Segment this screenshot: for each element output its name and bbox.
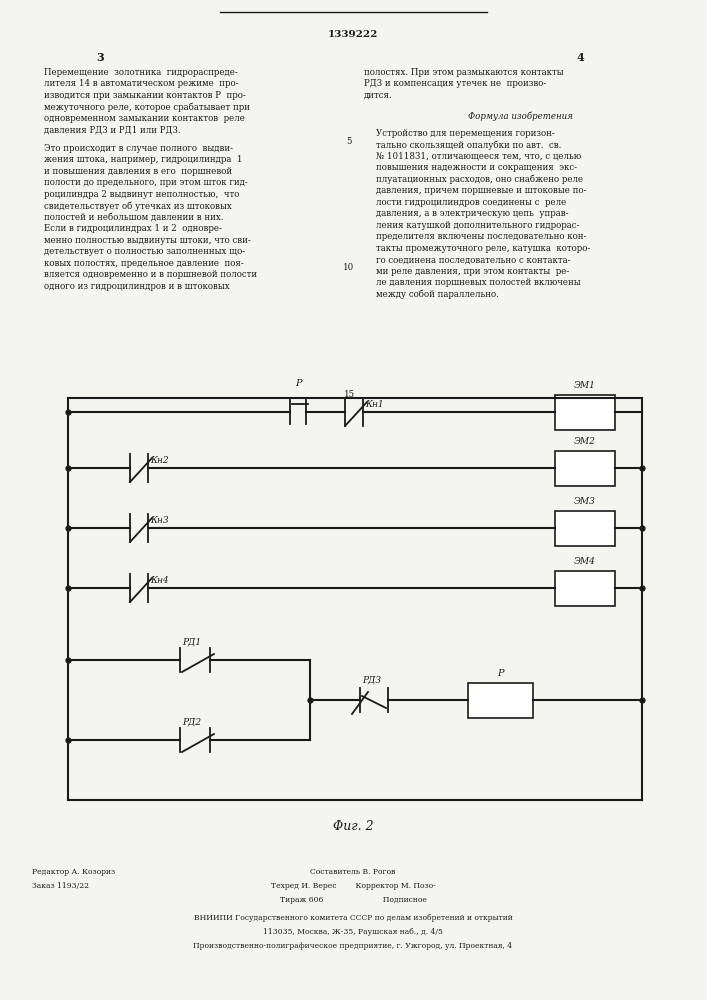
Text: РД1: РД1 [182, 637, 201, 646]
Text: Перемещение  золотника  гидрораспреде-: Перемещение золотника гидрораспреде- [44, 68, 238, 77]
Text: одновременном замыкании контактов  реле: одновременном замыкании контактов реле [44, 114, 245, 123]
Text: 3: 3 [96, 52, 104, 63]
Text: межуточного реле, которое срабатывает при: межуточного реле, которое срабатывает пр… [44, 103, 250, 112]
Text: 1339222: 1339222 [328, 30, 378, 39]
Text: ВНИИПИ Государственного комитета СССР по делам изобретений и открытий: ВНИИПИ Государственного комитета СССР по… [194, 914, 513, 922]
Bar [555, 570, 615, 605]
Text: менно полностью выдвинуты штоки, что сви-: менно полностью выдвинуты штоки, что сви… [44, 236, 251, 245]
Text: дится.: дится. [364, 91, 393, 100]
Text: Это происходит в случае полного  выдви-: Это происходит в случае полного выдви- [44, 144, 233, 153]
Text: детельствует о полностью заполненных що-: детельствует о полностью заполненных що- [44, 247, 245, 256]
Text: 15: 15 [344, 390, 355, 399]
Text: и повышения давления в его  поршневой: и повышения давления в его поршневой [44, 167, 232, 176]
Bar [468, 682, 533, 718]
Text: Р: Р [497, 670, 504, 678]
Text: Р: Р [295, 379, 301, 388]
Text: Кн4: Кн4 [150, 576, 169, 585]
Text: Φиг. 2: Φиг. 2 [333, 820, 373, 833]
Text: полости до предельного, при этом шток гид-: полости до предельного, при этом шток ги… [44, 178, 247, 187]
Text: давления РД3 и РД1 или РД3.: давления РД3 и РД1 или РД3. [44, 125, 180, 134]
Text: полостях. При этом размыкаются контакты: полостях. При этом размыкаются контакты [364, 68, 563, 77]
Text: Тираж 606                         Подписное: Тираж 606 Подписное [279, 896, 426, 904]
Text: ЭМ1: ЭМ1 [574, 381, 596, 390]
Text: го соединена последовательно с контакта-: го соединена последовательно с контакта- [376, 255, 571, 264]
Text: ковых полостях, предельное давление  поя-: ковых полостях, предельное давление поя- [44, 259, 244, 268]
Text: вляется одновременно и в поршневой полости: вляется одновременно и в поршневой полос… [44, 270, 257, 279]
Text: Составитель В. Рогов: Составитель В. Рогов [310, 868, 396, 876]
Text: РД3: РД3 [362, 675, 381, 684]
Text: РД3 и компенсация утечек не  произво-: РД3 и компенсация утечек не произво- [364, 80, 547, 89]
Text: Производственно-полиграфическое предприятие, г. Ужгород, ул. Проектная, 4: Производственно-полиграфическое предприя… [194, 942, 513, 950]
Text: ЭМ2: ЭМ2 [574, 438, 596, 446]
Text: ЭМ4: ЭМ4 [574, 558, 596, 566]
Text: тально скользящей опалубки по авт.  св.: тально скользящей опалубки по авт. св. [376, 140, 561, 150]
Text: Кн2: Кн2 [150, 456, 169, 465]
Text: ми реле давления, при этом контакты  ре-: ми реле давления, при этом контакты ре- [376, 267, 569, 276]
Text: лости гидроцилиндров соединены с  реле: лости гидроцилиндров соединены с реле [376, 198, 566, 207]
Text: Формула изобретения: Формула изобретения [468, 112, 573, 121]
Text: Кн1: Кн1 [365, 400, 384, 409]
Text: Техред И. Верес        Корректор М. Позо-: Техред И. Верес Корректор М. Позо- [271, 882, 436, 890]
Text: между собой параллельно.: между собой параллельно. [376, 290, 499, 299]
Text: 10: 10 [344, 263, 355, 272]
Text: давления, а в электрическую цепь  управ-: давления, а в электрическую цепь управ- [376, 209, 568, 218]
Text: Если в гидроцилиндрах 1 и 2  одновре-: Если в гидроцилиндрах 1 и 2 одновре- [44, 224, 222, 233]
Text: Устройство для перемещения горизон-: Устройство для перемещения горизон- [376, 129, 555, 138]
Text: лителя 14 в автоматическом режиме  про-: лителя 14 в автоматическом режиме про- [44, 80, 238, 89]
Text: роцилиндра 2 выдвинут неполностью,  что: роцилиндра 2 выдвинут неполностью, что [44, 190, 240, 199]
Text: 4: 4 [576, 52, 584, 63]
Bar [555, 450, 615, 486]
Text: изводится при замыкании контактов Р  про-: изводится при замыкании контактов Р про- [44, 91, 246, 100]
Bar [555, 510, 615, 546]
Text: одного из гидроцилиндров и в штоковых: одного из гидроцилиндров и в штоковых [44, 282, 230, 291]
Text: № 1011831, отличающееся тем, что, с целью: № 1011831, отличающееся тем, что, с цель… [376, 152, 581, 161]
Text: Заказ 1193/22: Заказ 1193/22 [32, 882, 89, 890]
Text: полостей и небольшом давлении в них.: полостей и небольшом давлении в них. [44, 213, 223, 222]
Bar [555, 394, 615, 430]
Text: 113035, Москва, Ж-35, Раушская наб., д. 4/5: 113035, Москва, Ж-35, Раушская наб., д. … [263, 928, 443, 936]
Text: давления, причем поршневые и штоковые по-: давления, причем поршневые и штоковые по… [376, 186, 586, 195]
Text: повышения надежности и сокращения  экс-: повышения надежности и сокращения экс- [376, 163, 577, 172]
Text: жения штока, например, гидроцилиндра  1: жения штока, например, гидроцилиндра 1 [44, 155, 243, 164]
Text: 5: 5 [346, 137, 352, 146]
Text: ления катушкой дополнительного гидрорас-: ления катушкой дополнительного гидрорас- [376, 221, 579, 230]
Text: ЭМ3: ЭМ3 [574, 497, 596, 506]
Text: свидетельствует об утечках из штоковых: свидетельствует об утечках из штоковых [44, 201, 232, 211]
Text: Кн3: Кн3 [150, 516, 169, 525]
Text: РД2: РД2 [182, 717, 201, 726]
Text: плуатационных расходов, оно снабжено реле: плуатационных расходов, оно снабжено рел… [376, 175, 583, 184]
Text: такты промежуточного реле, катушка  которо-: такты промежуточного реле, катушка котор… [376, 244, 590, 253]
Text: ле давления поршневых полостей включены: ле давления поршневых полостей включены [376, 278, 580, 287]
Text: пределителя включены последовательно кон-: пределителя включены последовательно кон… [376, 232, 586, 241]
Text: Редактор А. Козориз: Редактор А. Козориз [32, 868, 115, 876]
